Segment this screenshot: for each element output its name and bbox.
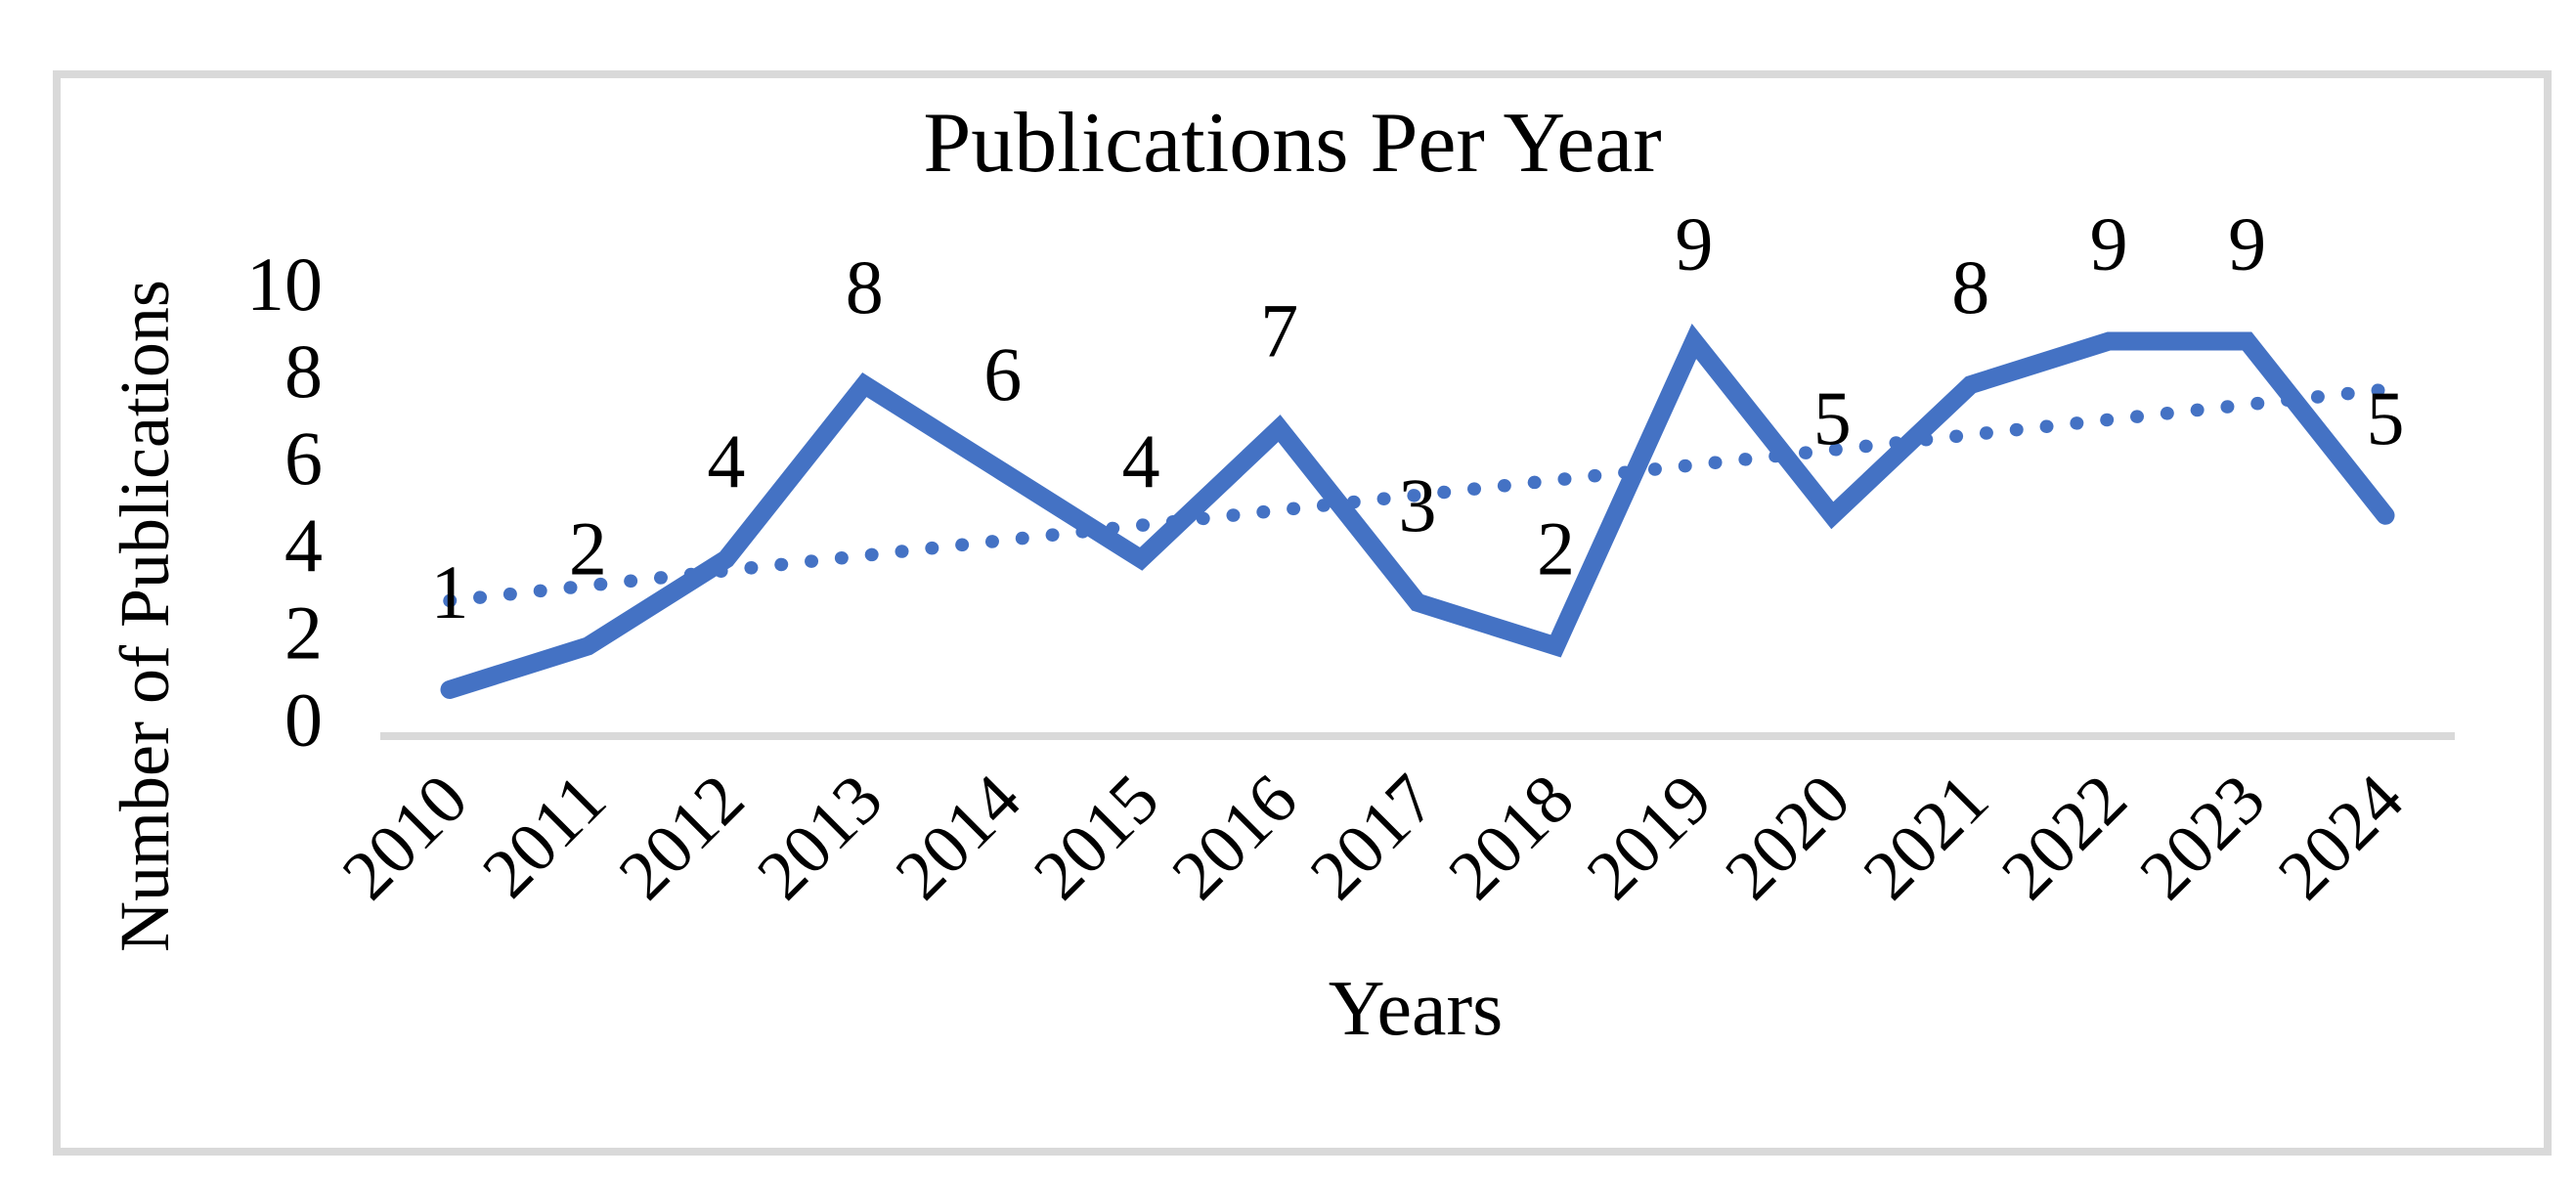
data-label: 9 <box>2228 201 2266 286</box>
x-axis-title: Years <box>1329 966 1504 1052</box>
data-label: 5 <box>1813 375 1852 460</box>
data-label: 1 <box>431 549 469 634</box>
data-label: 5 <box>2367 375 2405 460</box>
y-tick-label: 0 <box>284 677 323 763</box>
y-tick-label: 6 <box>284 415 323 501</box>
data-label: 8 <box>1951 244 1989 329</box>
chart-title: Publications Per Year <box>923 96 1661 191</box>
trendline-group <box>443 382 2392 608</box>
data-label: 8 <box>846 244 884 329</box>
data-label: 9 <box>2090 201 2128 286</box>
data-label: 2 <box>569 505 607 590</box>
data-label: 4 <box>1122 418 1160 503</box>
data-label: 6 <box>983 331 1022 416</box>
y-tick-label: 8 <box>284 328 323 414</box>
trendline-dotted <box>443 382 2392 608</box>
data-label: 9 <box>1675 201 1713 286</box>
data-label: 7 <box>1260 288 1298 373</box>
y-tick-label: 10 <box>246 241 323 327</box>
y-tick-label: 4 <box>284 502 323 588</box>
data-labels-group: 1 2 4 8 6 4 7 3 2 9 5 8 9 9 5 <box>431 201 2405 634</box>
series-line <box>440 323 2395 699</box>
data-label: 2 <box>1537 505 1575 590</box>
series-line-group <box>440 323 2395 699</box>
y-axis-title: Number of Publications <box>106 280 184 952</box>
y-tick-label: 2 <box>284 590 323 675</box>
data-label: 3 <box>1399 462 1437 547</box>
data-label: 4 <box>707 418 745 503</box>
chart-frame <box>53 70 2552 1156</box>
